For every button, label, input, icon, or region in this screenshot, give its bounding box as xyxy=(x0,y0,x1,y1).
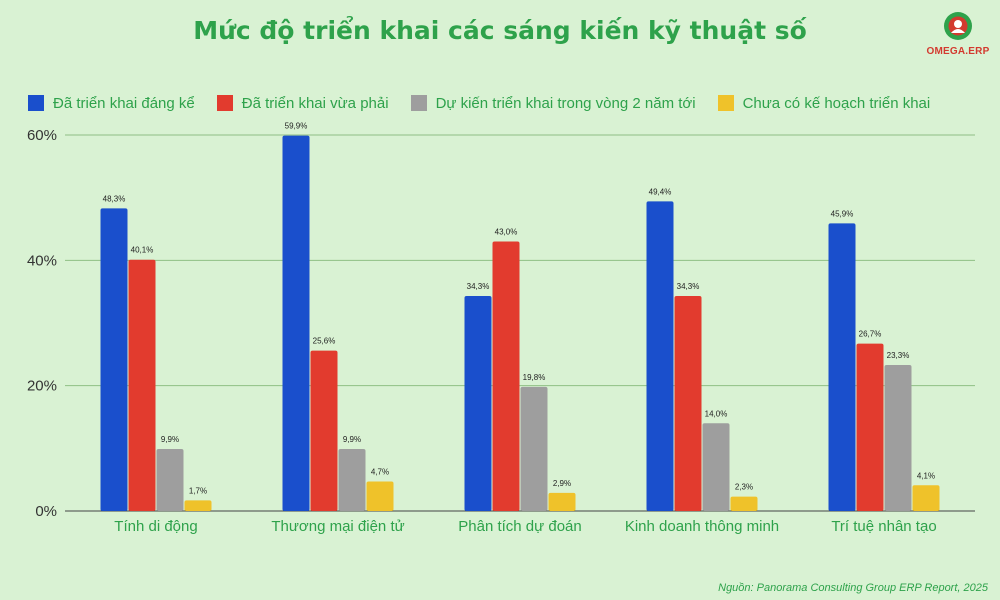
bar xyxy=(492,241,520,512)
bar xyxy=(338,448,366,511)
bar xyxy=(646,201,674,511)
legend-item: Đã triển khai vừa phải xyxy=(216,94,389,112)
data-label: 48,3% xyxy=(103,194,126,203)
category-label: Trí tuệ nhân tạo xyxy=(831,518,936,535)
y-tick-label: 0% xyxy=(35,503,57,520)
source-note: Nguồn: Panorama Consulting Group ERP Rep… xyxy=(718,582,988,594)
bar xyxy=(828,223,856,512)
data-label: 43,0% xyxy=(495,228,518,237)
legend-swatch xyxy=(410,95,427,111)
category-label: Thương mại điện tử xyxy=(271,518,404,535)
bar xyxy=(730,496,758,511)
data-label: 34,3% xyxy=(467,282,490,291)
bar xyxy=(100,208,128,511)
chart-legend: Đã triển khai đáng kể Đã triển khai vừa p… xyxy=(28,92,952,114)
omega-erp-logo: OMEGA.ERP xyxy=(920,8,996,64)
y-tick-label: 60% xyxy=(27,127,57,144)
legend-label: Dự kiến triển khai trong vòng 2 năm tới xyxy=(435,94,696,112)
legend-item: Dự kiến triển khai trong vòng 2 năm tới xyxy=(410,94,696,112)
category-label: Tính di động xyxy=(114,518,197,535)
bar xyxy=(674,296,702,511)
data-label: 14,0% xyxy=(705,409,728,418)
data-label: 4,1% xyxy=(917,471,935,480)
y-tick-label: 20% xyxy=(27,378,57,395)
legend-item: Đã triển khai đáng kể xyxy=(28,95,195,112)
data-label: 25,6% xyxy=(313,337,336,346)
data-label: 34,3% xyxy=(677,282,700,291)
data-label: 59,9% xyxy=(285,122,308,131)
data-label: 26,7% xyxy=(859,330,882,339)
bar xyxy=(128,259,156,511)
bar xyxy=(366,481,394,511)
data-label: 2,3% xyxy=(735,483,753,492)
bar xyxy=(856,343,884,511)
bar xyxy=(282,135,310,512)
data-label: 9,9% xyxy=(343,435,361,444)
legend-label: Đã triển khai vừa phải xyxy=(241,94,389,112)
data-label: 4,7% xyxy=(371,468,389,477)
bar xyxy=(548,492,576,511)
data-label: 1,7% xyxy=(189,486,207,495)
legend-label: Chưa có kế hoạch triển khai xyxy=(742,94,931,112)
logo-text: OMEGA.ERP xyxy=(926,46,990,57)
legend-swatch xyxy=(717,95,734,111)
data-label: 2,9% xyxy=(553,479,571,488)
bar xyxy=(520,386,548,511)
legend-swatch xyxy=(28,95,44,111)
legend-item: Chưa có kế hoạch triển khai xyxy=(717,94,931,112)
bar xyxy=(464,296,492,511)
data-label: 49,4% xyxy=(649,187,672,196)
data-label: 19,8% xyxy=(523,373,546,382)
bar xyxy=(184,500,212,511)
data-label: 40,1% xyxy=(131,246,154,255)
bar xyxy=(310,350,338,511)
chart-title: Mức độ triển khai các sáng kiến kỹ thuật… xyxy=(193,16,807,45)
y-tick-label: 40% xyxy=(27,252,57,269)
data-label: 23,3% xyxy=(887,351,910,360)
bar xyxy=(702,423,730,511)
category-label: Kinh doanh thông minh xyxy=(625,518,779,535)
bar xyxy=(884,364,912,511)
bar xyxy=(912,485,940,511)
data-label: 9,9% xyxy=(161,435,179,444)
category-label: Phân tích dự đoán xyxy=(458,518,581,535)
data-label: 45,9% xyxy=(831,209,854,218)
logo-mark-icon xyxy=(944,12,972,40)
legend-label: Đã triển khai đáng kể xyxy=(53,94,195,112)
bar xyxy=(156,448,184,511)
legend-swatch xyxy=(216,95,233,111)
